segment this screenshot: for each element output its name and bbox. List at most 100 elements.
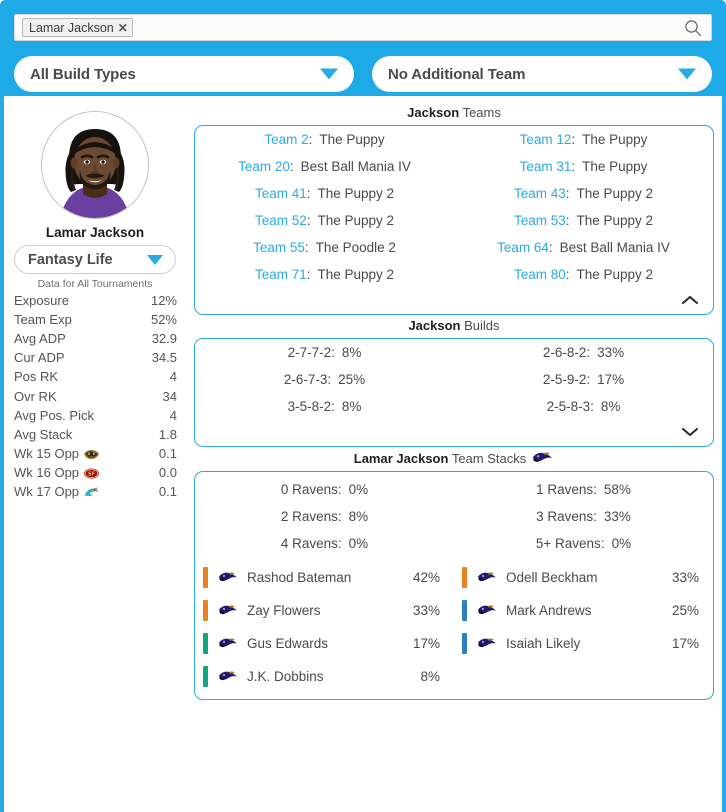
stack-count-pct: 8%	[348, 509, 369, 524]
stat-label: Wk 15 Opp	[14, 446, 80, 462]
team-entry[interactable]: Team 52: The Puppy 2	[254, 213, 395, 228]
team-link[interactable]: Team 31	[519, 159, 572, 174]
data-source-select[interactable]: Fantasy Life	[14, 245, 176, 274]
stack-count-label: 5+ Ravens	[535, 536, 601, 551]
team-entry[interactable]: Team 71: The Puppy 2	[254, 267, 395, 282]
build-entry: 3-5-8-2:8%	[287, 399, 362, 414]
team-link[interactable]: Team 52	[254, 213, 307, 228]
team-name: The Puppy 2	[576, 267, 654, 282]
search-chip-lamar-jackson[interactable]: Lamar Jackson ✕	[22, 18, 133, 37]
ravens-logo-icon	[531, 450, 554, 466]
team-link[interactable]: Team 64	[497, 240, 549, 255]
additional-team-select-label: No Additional Team	[388, 65, 526, 83]
stack-count-pct: 0%	[348, 536, 369, 551]
page-body: Lamar Jackson Fantasy Life Data for All …	[0, 96, 726, 812]
build-type-select-label: All Build Types	[30, 65, 136, 83]
stack-count-entry: 3 Ravens:33%	[536, 509, 631, 524]
ravens-logo-icon	[476, 603, 498, 618]
chevron-down-icon[interactable]	[681, 426, 699, 440]
build-pct: 33%	[597, 345, 625, 360]
team-link[interactable]: Team 71	[254, 267, 307, 282]
list-item[interactable]: Isaiah Likely 17%	[454, 627, 713, 660]
stat-value: 4	[169, 369, 177, 385]
team-entry[interactable]: Team 53: The Puppy 2	[513, 213, 654, 228]
build-type-select[interactable]: All Build Types	[14, 56, 354, 92]
ravens-logo-icon	[476, 636, 498, 651]
data-scope-label: Data for All Tournaments	[37, 278, 153, 290]
stat-row-cur-adp: Cur ADP 34.5	[11, 349, 179, 368]
stat-label: Wk 16 Opp	[14, 465, 80, 481]
list-item[interactable]: Odell Beckham 33%	[454, 561, 713, 594]
team-entry[interactable]: Team 55: The Poodle 2	[253, 240, 396, 255]
stat-row-exposure: Exposure 12%	[11, 291, 179, 310]
team-name: Best Ball Mania IV	[559, 240, 670, 255]
49ers-logo-icon: SF	[83, 467, 100, 480]
list-item[interactable]: J.K. Dobbins 8%	[195, 660, 454, 693]
close-icon[interactable]: ✕	[117, 20, 128, 35]
team-link[interactable]: Team 20	[238, 159, 290, 174]
list-item[interactable]: Zay Flowers 33%	[195, 594, 454, 627]
team-link[interactable]: Team 55	[253, 240, 305, 255]
additional-team-select[interactable]: No Additional Team	[372, 56, 712, 92]
stat-value: 12%	[150, 292, 177, 308]
stack-count-entry: 4 Ravens:0%	[280, 536, 369, 551]
stat-row-avg-stack: Avg Stack 1.8	[11, 425, 179, 444]
team-entry[interactable]: Team 43: The Puppy 2	[513, 186, 654, 201]
build-label: 2-5-9-2	[542, 372, 587, 387]
page-title: Lamar Jackson	[45, 225, 145, 240]
team-entry[interactable]: Team 80: The Puppy 2	[513, 267, 654, 282]
team-link[interactable]: Team 2	[264, 132, 309, 147]
stat-label: Ovr RK	[14, 388, 57, 404]
team-entry[interactable]: Team 41: The Puppy 2	[254, 186, 395, 201]
chevron-down-icon[interactable]	[678, 68, 696, 80]
chevron-down-icon[interactable]	[147, 254, 163, 265]
stack-count-entry: 0 Ravens:0%	[280, 482, 369, 497]
team-link[interactable]: Team 12	[519, 132, 572, 147]
player-pct: 33%	[671, 570, 699, 585]
search-icon[interactable]	[684, 19, 702, 37]
top-header-bar: Lamar Jackson ✕ All Build Types No Addit…	[0, 0, 726, 96]
stat-row-wk17-opp: Wk 17 Opp 0.1	[11, 483, 179, 502]
teams-title-bold: Jackson	[407, 105, 460, 120]
chevron-down-icon[interactable]	[320, 68, 338, 80]
stack-counts-grid: 0 Ravens:0% 1 Ravens:58% 2 Ravens:8% 3 R…	[195, 472, 713, 557]
team-link[interactable]: Team 80	[513, 267, 566, 282]
list-item[interactable]: Mark Andrews 25%	[454, 594, 713, 627]
stack-count-label: 2 Ravens	[280, 509, 338, 524]
stat-row-ovr-rk: Ovr RK 34	[11, 387, 179, 406]
build-pct: 8%	[600, 399, 621, 414]
team-link[interactable]: Team 41	[254, 186, 307, 201]
stat-value: 34.5	[151, 350, 177, 366]
stacks-title-rest: Team Stacks	[448, 451, 527, 466]
team-entry[interactable]: Team 64: Best Ball Mania IV	[497, 240, 670, 255]
list-item[interactable]: Rashod Bateman 42%	[195, 561, 454, 594]
teams-section-title: Jackson Teams	[194, 102, 714, 125]
player-name: Mark Andrews	[506, 603, 592, 618]
team-entry[interactable]: Team 2: The Puppy	[264, 132, 385, 147]
builds-panel: 2-7-7-2:8% 2-6-8-2:33% 2-6-7-3:25% 2-5-9…	[194, 338, 714, 447]
data-source-label: Fantasy Life	[28, 251, 113, 268]
team-entry[interactable]: Team 20: Best Ball Mania IV	[238, 159, 411, 174]
chevron-up-icon[interactable]	[681, 294, 699, 308]
list-item[interactable]: Gus Edwards 17%	[195, 627, 454, 660]
team-link[interactable]: Team 53	[513, 213, 566, 228]
search-chip-label: Lamar Jackson	[29, 20, 114, 35]
team-entry[interactable]: Team 31: The Puppy	[519, 159, 648, 174]
stack-count-entry: 1 Ravens:58%	[536, 482, 631, 497]
team-name: The Poodle 2	[315, 240, 396, 255]
stack-count-label: 3 Ravens	[536, 509, 594, 524]
team-entry[interactable]: Team 12: The Puppy	[519, 132, 648, 147]
ravens-logo-icon	[217, 603, 239, 618]
player-name: J.K. Dobbins	[247, 669, 324, 684]
teams-grid: Team 2: The Puppy Team 12: The Puppy Team …	[195, 126, 713, 288]
build-entry: 2-5-8-3:8%	[546, 399, 621, 414]
player-search-input[interactable]: Lamar Jackson ✕	[14, 14, 712, 41]
team-stacks-panel: 0 Ravens:0% 1 Ravens:58% 2 Ravens:8% 3 R…	[194, 471, 714, 700]
stat-label: Cur ADP	[14, 350, 65, 366]
build-label: 2-7-7-2	[287, 345, 332, 360]
team-name: The Puppy 2	[576, 213, 654, 228]
build-label: 2-6-8-2	[542, 345, 587, 360]
player-pct: 25%	[671, 603, 699, 618]
team-name: The Puppy	[582, 132, 648, 147]
team-link[interactable]: Team 43	[513, 186, 566, 201]
